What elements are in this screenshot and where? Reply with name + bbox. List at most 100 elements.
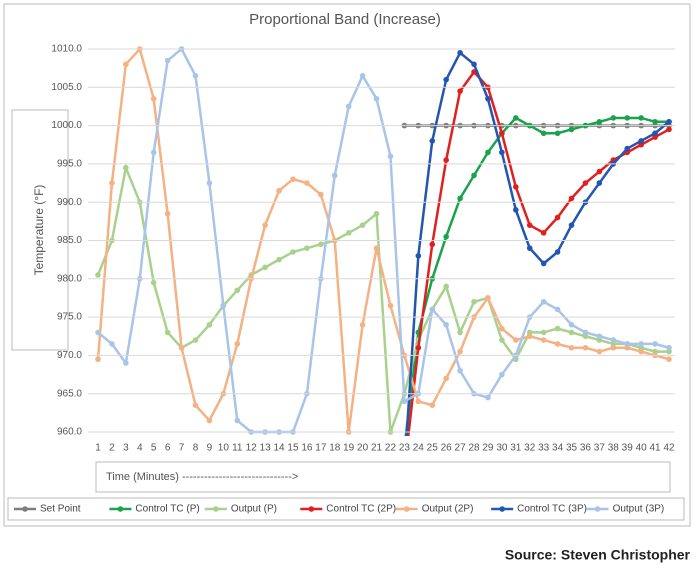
x-tick-label: 15 (287, 443, 299, 454)
series-point (652, 130, 658, 137)
x-tick-label: 10 (218, 443, 230, 454)
series-point (554, 249, 561, 255)
series-point (345, 103, 352, 110)
source: Source: Steven Christopher (505, 547, 691, 563)
series-point (554, 306, 561, 313)
series-point (596, 337, 603, 343)
series-point (429, 241, 436, 248)
series-point (624, 145, 631, 152)
series-point (610, 344, 617, 351)
legend-label: Control TC (P) (135, 504, 199, 515)
legend-marker (22, 506, 28, 512)
series-point (652, 118, 658, 125)
series-point (638, 344, 644, 351)
y-tick-label: 970.0 (57, 350, 82, 361)
series-point (652, 341, 658, 347)
series-point (178, 344, 185, 351)
series-point (638, 348, 644, 355)
series-point (415, 253, 422, 259)
series-point (262, 222, 268, 228)
y-tick-label: 980.0 (57, 273, 82, 284)
legend-label: Output (2P) (422, 504, 474, 515)
y-tick-label: 1005.0 (51, 82, 82, 93)
series-point (304, 180, 310, 186)
series-point (457, 367, 463, 374)
series-point (206, 321, 213, 328)
series-point (150, 279, 157, 286)
series-point (95, 329, 101, 336)
legend-marker (499, 506, 505, 512)
series-point (596, 333, 603, 340)
x-tick-label: 20 (357, 443, 369, 454)
y-tick-label: 995.0 (57, 159, 82, 170)
x-tick-label: 3 (123, 443, 129, 454)
series-point (568, 195, 575, 202)
series-point (582, 329, 589, 336)
series-point (666, 126, 672, 133)
y-label-box (11, 109, 69, 351)
series-point (596, 348, 603, 355)
series-point (220, 302, 227, 309)
series-point (513, 207, 519, 213)
legend-marker (308, 506, 315, 512)
x-tick-label: 6 (165, 443, 171, 454)
chart-title: Proportional Band (Increase) (249, 11, 441, 28)
series-point (457, 88, 463, 94)
series-point (582, 344, 589, 351)
series-point (568, 321, 575, 328)
x-tick-label: 42 (663, 443, 675, 454)
y-tick-label: 985.0 (57, 235, 82, 246)
legend-label: Set Point (40, 504, 81, 515)
series-point (540, 230, 547, 236)
series-point (276, 187, 282, 194)
series-point (164, 210, 171, 217)
series-point (95, 356, 101, 363)
y-tick-label: 990.0 (57, 197, 82, 208)
series-point (638, 141, 644, 148)
series-point (443, 76, 449, 83)
series-point (652, 134, 658, 140)
series-point (610, 341, 617, 347)
series-point (471, 61, 477, 68)
series-line (405, 50, 670, 436)
legend-marker (213, 506, 219, 512)
series-point (276, 256, 282, 263)
series-point (499, 371, 505, 378)
series-point (387, 302, 394, 309)
series-point (429, 402, 436, 408)
series-point (192, 337, 199, 343)
series-point (596, 118, 603, 125)
series-point (485, 95, 491, 102)
legend-marker (594, 506, 601, 512)
x-tick-label: 26 (441, 443, 453, 454)
series-point (471, 172, 477, 179)
x-tick-label: 27 (455, 443, 467, 454)
x-tick-label: 21 (371, 443, 383, 454)
series-point (513, 115, 519, 121)
y-tick-label: 1010.0 (51, 44, 82, 55)
legend-marker (403, 506, 410, 512)
series-point (638, 115, 644, 121)
x-tick-label: 5 (151, 443, 157, 454)
series-point (164, 329, 171, 336)
series-point (401, 398, 408, 405)
series-point (304, 245, 310, 251)
x-tick-label: 18 (329, 443, 341, 454)
x-tick-label: 14 (273, 443, 285, 454)
series-point (540, 329, 547, 336)
x-tick-label: 12 (246, 443, 258, 454)
x-tick-label: 39 (622, 443, 634, 454)
series-point (123, 360, 129, 366)
x-tick-label: 32 (524, 443, 536, 454)
series-point (443, 157, 449, 163)
series-point (429, 306, 436, 313)
series-point (596, 168, 603, 175)
series-point (610, 337, 617, 343)
x-tick-label: 4 (137, 443, 143, 454)
series-point (624, 341, 631, 347)
legend-marker (117, 506, 124, 512)
x-tick-label: 36 (580, 443, 592, 454)
series-point (373, 245, 380, 251)
series-point (485, 295, 491, 301)
